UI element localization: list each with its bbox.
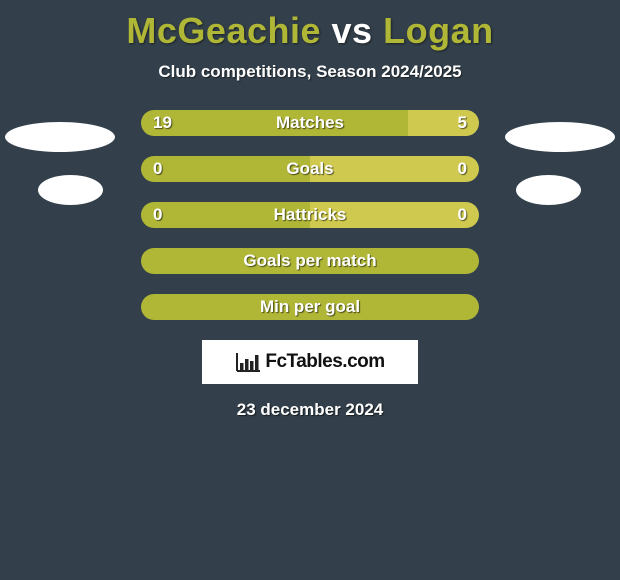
bar-left (141, 156, 310, 182)
stat-bar (141, 156, 479, 182)
stat-bar (141, 110, 479, 136)
player-placeholder-3 (516, 175, 581, 205)
player-placeholder-2 (505, 122, 615, 152)
subtitle: Club competitions, Season 2024/2025 (0, 62, 620, 82)
comparison-widget: McGeachie vs Logan Club competitions, Se… (0, 0, 620, 580)
stat-bar (141, 202, 479, 228)
player2-name: Logan (383, 10, 493, 51)
player-placeholder-0 (5, 122, 115, 152)
bar-left (141, 110, 408, 136)
logo-text: FcTables.com (265, 351, 384, 373)
stat-row: Goals00 (141, 156, 479, 182)
stat-row: Matches195 (141, 110, 479, 136)
bar-right (310, 156, 479, 182)
bar-right (408, 110, 479, 136)
bar-left (141, 294, 479, 320)
page-title: McGeachie vs Logan (0, 0, 620, 52)
bar-chart-icon (235, 351, 261, 373)
bar-left (141, 248, 479, 274)
logo-box[interactable]: FcTables.com (202, 340, 418, 384)
bar-right (310, 202, 479, 228)
date-text: 23 december 2024 (0, 400, 620, 420)
vs-text: vs (332, 10, 373, 51)
stat-bar (141, 248, 479, 274)
player-placeholder-1 (38, 175, 103, 205)
stat-bar (141, 294, 479, 320)
player1-name: McGeachie (126, 10, 321, 51)
stat-row: Min per goal (141, 294, 479, 320)
bar-left (141, 202, 310, 228)
stat-row: Goals per match (141, 248, 479, 274)
stat-row: Hattricks00 (141, 202, 479, 228)
